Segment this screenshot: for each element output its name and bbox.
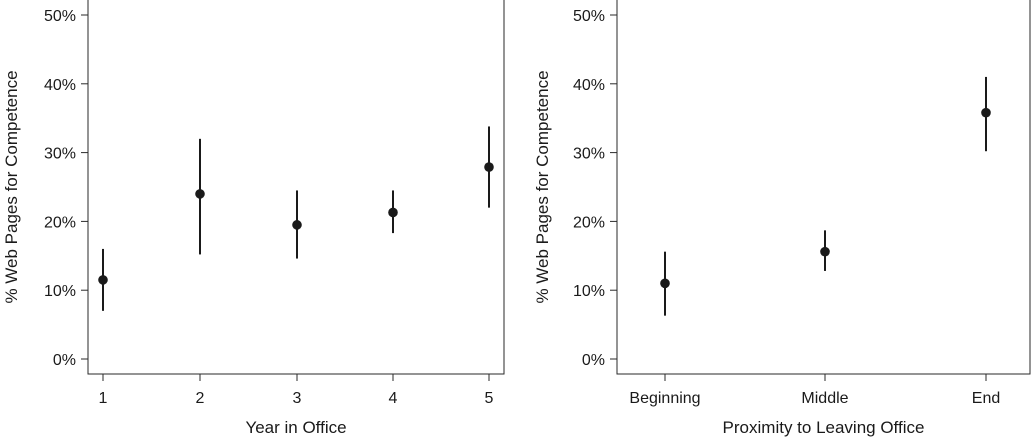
y-tick-label: 0% bbox=[53, 352, 76, 369]
data-point bbox=[388, 207, 398, 218]
data-point bbox=[981, 107, 991, 118]
y-tick-label: 20% bbox=[44, 214, 76, 231]
x-tick-label: 2 bbox=[196, 390, 205, 407]
y-axis-title: % Web Pages for Competence bbox=[533, 70, 552, 303]
y-tick-label: 50% bbox=[44, 8, 76, 25]
y-tick-label: 40% bbox=[44, 77, 76, 94]
plot-frame bbox=[87, 0, 505, 375]
y-tick-label: 40% bbox=[573, 77, 605, 94]
data-point bbox=[484, 162, 494, 172]
y-tick-label: 20% bbox=[573, 214, 605, 231]
x-tick-label: Beginning bbox=[629, 390, 700, 407]
data-point bbox=[660, 278, 670, 289]
data-point bbox=[195, 189, 205, 199]
x-axis-title: Year in Office bbox=[245, 418, 346, 437]
y-tick-label: 30% bbox=[573, 146, 605, 163]
x-tick-label: 4 bbox=[389, 390, 398, 407]
y-tick-label: 0% bbox=[582, 352, 605, 369]
y-axis-title: % Web Pages for Competence bbox=[2, 70, 21, 303]
plot-frame bbox=[616, 0, 1031, 375]
left-panel: 0% 10% 20% 30% 40% 50% 1 2 3 4 5 Year in Office % We… bbox=[2, 0, 505, 437]
x-tick-label: 5 bbox=[485, 390, 494, 407]
x-tick-label: End bbox=[972, 390, 1000, 407]
x-tick-label: Middle bbox=[801, 390, 848, 407]
right-panel: 0% 10% 20% 30% 40% 50% Beginning Middle End Proxi… bbox=[533, 0, 1031, 437]
data-point bbox=[292, 220, 302, 230]
data-point bbox=[98, 275, 108, 285]
x-axis-title: Proximity to Leaving Office bbox=[723, 418, 925, 437]
x-tick-label: 1 bbox=[99, 390, 108, 407]
y-tick-label: 10% bbox=[44, 283, 76, 300]
y-tick-label: 50% bbox=[573, 8, 605, 25]
data-point bbox=[820, 246, 830, 257]
y-tick-label: 30% bbox=[44, 146, 76, 163]
y-tick-label: 10% bbox=[573, 283, 605, 300]
x-tick-label: 3 bbox=[293, 390, 302, 407]
